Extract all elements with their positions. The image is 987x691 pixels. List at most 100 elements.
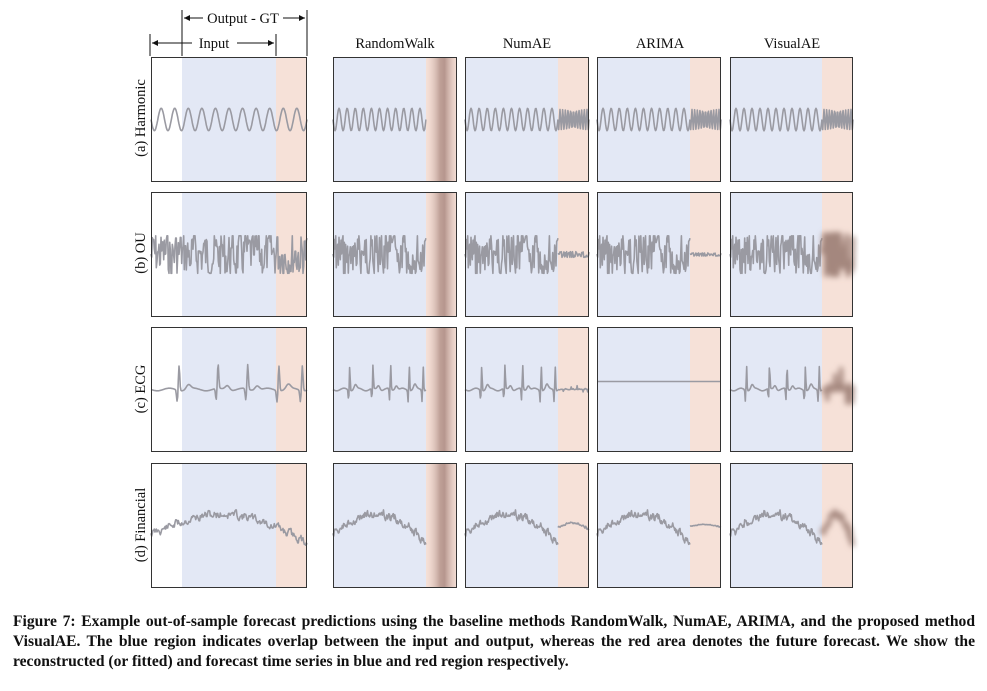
panel-harmonic-input — [150, 57, 308, 182]
method-header-numae: NumAE — [503, 36, 551, 52]
forecast-blur — [820, 509, 855, 547]
method-header-arima: ARIMA — [636, 36, 685, 52]
forecast-line — [689, 252, 722, 257]
caption-text: Example out-of-sample forecast predictio… — [13, 613, 975, 670]
forecast-blur — [821, 108, 854, 131]
panel-harmonic-arima — [596, 57, 722, 182]
series-line — [332, 235, 427, 275]
legend-output-gt: Output - GT — [207, 11, 279, 27]
panel-frame — [597, 463, 721, 588]
series-line — [596, 509, 691, 546]
panel-frame — [151, 192, 307, 317]
panel-frame — [151, 57, 307, 182]
forecast-region — [276, 57, 307, 182]
overlap-region — [597, 463, 690, 588]
series-line — [332, 107, 427, 132]
panel-ou-input — [150, 192, 308, 317]
series-line — [150, 363, 308, 403]
forecast-blur — [820, 231, 855, 278]
overlap-region — [465, 463, 558, 588]
series-line — [332, 364, 427, 403]
panel-ou-visualae — [729, 192, 855, 317]
series-line — [729, 509, 823, 546]
panel-frame — [465, 192, 589, 317]
panel-grid — [150, 57, 855, 588]
series-line — [464, 364, 559, 403]
row-label-ecg: (c) ECG — [133, 364, 149, 413]
method-header-visualae: VisualAE — [764, 36, 820, 52]
overlap-region — [333, 57, 426, 182]
forecast-blur — [426, 192, 457, 317]
panel-frame — [730, 57, 853, 182]
panel-harmonic-numae — [464, 57, 590, 182]
panel-ou-arima — [596, 192, 722, 317]
panel-harmonic-randomwalk — [332, 57, 457, 182]
panel-financial-numae — [464, 463, 590, 588]
overlap-region — [597, 57, 690, 182]
row-label-financial: (d) Financial — [133, 488, 149, 563]
panel-frame — [333, 57, 457, 182]
forecast-blur — [426, 57, 457, 182]
panel-frame — [730, 192, 853, 317]
panel-harmonic-visualae — [729, 57, 854, 182]
panel-frame — [333, 192, 457, 317]
panel-ou-randomwalk — [332, 192, 457, 317]
panel-frame — [597, 57, 721, 182]
overlap-region — [597, 327, 690, 452]
series-line — [150, 235, 308, 275]
overlap-region — [333, 463, 426, 588]
series-line — [464, 107, 559, 132]
panel-ou-numae — [464, 192, 590, 317]
method-header-randomwalk: RandomWalk — [355, 36, 435, 52]
panel-ecg-numae — [464, 327, 590, 452]
forecast-line — [557, 521, 590, 531]
panel-financial-arima — [596, 463, 722, 588]
overlap-region — [182, 463, 276, 588]
forecast-line — [689, 523, 722, 529]
overlap-region — [730, 57, 822, 182]
overlap-region — [465, 57, 558, 182]
legend-annotation: Output - GT Input — [149, 10, 308, 56]
panel-frame — [465, 327, 589, 452]
panel-frame — [730, 327, 853, 452]
panel-frame — [465, 57, 589, 182]
series-line — [729, 365, 823, 402]
panel-frame — [333, 463, 457, 588]
overlap-region — [182, 57, 276, 182]
panel-ecg-arima — [597, 327, 721, 452]
panel-frame — [151, 327, 307, 452]
forecast-blur — [426, 463, 457, 588]
panel-frame — [730, 463, 853, 588]
row-label-harmonic: (a) Harmonic — [133, 79, 149, 157]
series-line — [464, 235, 559, 275]
series-line — [150, 107, 308, 132]
series-line — [464, 509, 559, 546]
forecast-blur — [426, 327, 457, 452]
panel-ecg-visualae — [729, 327, 855, 452]
panel-ecg-input — [150, 327, 308, 452]
forecast-line — [557, 108, 590, 131]
series-line — [729, 107, 823, 132]
panel-financial-randomwalk — [332, 463, 457, 588]
series-line — [729, 235, 823, 275]
figure-caption: Figure 7: Example out-of-sample forecast… — [13, 612, 975, 672]
forecast-region — [690, 327, 721, 452]
forecast-figure: Output - GT Input RandomWalk NumAE ARIMA… — [133, 10, 855, 588]
panel-ecg-randomwalk — [332, 327, 457, 452]
series-line — [332, 509, 427, 546]
forecast-line — [689, 108, 722, 131]
series-line — [150, 509, 308, 546]
panel-financial-visualae — [729, 463, 855, 588]
panel-frame — [597, 192, 721, 317]
panel-frame — [151, 463, 307, 588]
forecast-line — [557, 384, 590, 393]
forecast-line — [557, 250, 590, 259]
panel-frame — [597, 327, 721, 452]
panel-frame — [465, 463, 589, 588]
series-line — [596, 107, 691, 132]
panel-frame — [333, 327, 457, 452]
caption-label: Figure 7: — [13, 613, 76, 630]
forecast-blur — [820, 366, 855, 405]
forecast-region — [276, 463, 307, 588]
series-line — [596, 235, 691, 275]
